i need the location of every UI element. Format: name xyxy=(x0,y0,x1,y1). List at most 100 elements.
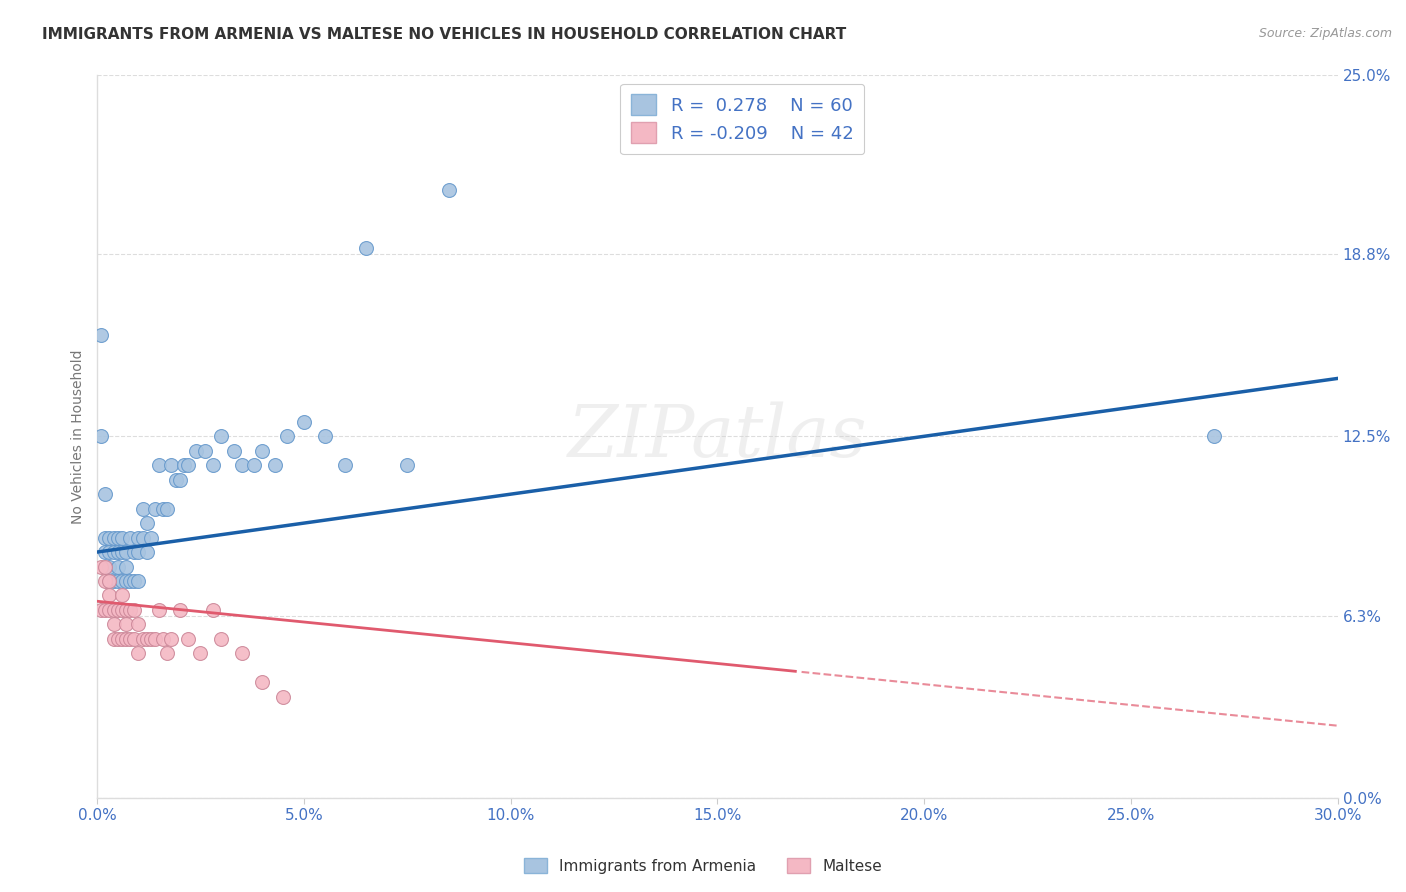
Point xyxy=(94,545,117,559)
Point xyxy=(103,545,125,559)
Point xyxy=(115,559,138,574)
Point xyxy=(103,603,125,617)
Point xyxy=(107,603,129,617)
Point xyxy=(231,458,253,473)
Point xyxy=(169,603,191,617)
Point xyxy=(98,603,121,617)
Point xyxy=(160,632,183,646)
Point xyxy=(122,545,145,559)
Point xyxy=(98,531,121,545)
Point xyxy=(160,458,183,473)
Point xyxy=(90,559,112,574)
Text: IMMIGRANTS FROM ARMENIA VS MALTESE NO VEHICLES IN HOUSEHOLD CORRELATION CHART: IMMIGRANTS FROM ARMENIA VS MALTESE NO VE… xyxy=(42,27,846,42)
Point xyxy=(314,429,336,443)
Point xyxy=(177,458,200,473)
Point xyxy=(354,241,377,255)
Point xyxy=(209,632,232,646)
Point xyxy=(115,617,138,632)
Point xyxy=(127,574,149,588)
Point xyxy=(148,458,170,473)
Point xyxy=(148,603,170,617)
Point xyxy=(177,632,200,646)
Point xyxy=(103,617,125,632)
Point xyxy=(98,589,121,603)
Point xyxy=(169,473,191,487)
Point xyxy=(107,559,129,574)
Point xyxy=(152,501,174,516)
Point xyxy=(252,675,274,690)
Point xyxy=(243,458,266,473)
Legend: Immigrants from Armenia, Maltese: Immigrants from Armenia, Maltese xyxy=(517,852,889,880)
Point xyxy=(98,574,121,588)
Point xyxy=(139,531,162,545)
Point xyxy=(94,603,117,617)
Point xyxy=(209,429,232,443)
Point xyxy=(173,458,195,473)
Point xyxy=(98,559,121,574)
Point xyxy=(107,574,129,588)
Point xyxy=(98,545,121,559)
Point xyxy=(222,443,245,458)
Point xyxy=(120,603,142,617)
Point xyxy=(135,632,157,646)
Point xyxy=(111,531,134,545)
Point xyxy=(111,632,134,646)
Point xyxy=(437,183,460,197)
Point xyxy=(120,632,142,646)
Point xyxy=(335,458,357,473)
Point xyxy=(156,646,179,660)
Point xyxy=(131,501,153,516)
Point xyxy=(115,603,138,617)
Point xyxy=(107,545,129,559)
Point xyxy=(231,646,253,660)
Point xyxy=(94,559,117,574)
Point xyxy=(122,632,145,646)
Point xyxy=(94,574,117,588)
Point xyxy=(111,545,134,559)
Point xyxy=(190,646,212,660)
Point xyxy=(156,501,179,516)
Point xyxy=(90,328,112,343)
Point xyxy=(264,458,287,473)
Point xyxy=(165,473,187,487)
Point xyxy=(194,443,217,458)
Point xyxy=(111,574,134,588)
Point xyxy=(127,545,149,559)
Point xyxy=(127,646,149,660)
Point xyxy=(122,574,145,588)
Point xyxy=(252,443,274,458)
Point xyxy=(90,429,112,443)
Point xyxy=(94,531,117,545)
Point xyxy=(111,589,134,603)
Point xyxy=(127,617,149,632)
Point xyxy=(131,531,153,545)
Point xyxy=(115,574,138,588)
Text: Source: ZipAtlas.com: Source: ZipAtlas.com xyxy=(1258,27,1392,40)
Point xyxy=(1202,429,1225,443)
Point xyxy=(107,531,129,545)
Point xyxy=(127,531,149,545)
Point xyxy=(201,603,224,617)
Point xyxy=(135,516,157,530)
Point xyxy=(143,501,166,516)
Point xyxy=(122,603,145,617)
Point xyxy=(143,632,166,646)
Point xyxy=(396,458,419,473)
Text: ZIPatlas: ZIPatlas xyxy=(568,401,868,472)
Point xyxy=(139,632,162,646)
Point xyxy=(131,632,153,646)
Point xyxy=(276,429,298,443)
Point xyxy=(292,415,315,429)
Point xyxy=(103,574,125,588)
Point xyxy=(135,545,157,559)
Point xyxy=(201,458,224,473)
Point xyxy=(103,531,125,545)
Point xyxy=(103,632,125,646)
Point xyxy=(115,545,138,559)
Point xyxy=(107,632,129,646)
Point xyxy=(120,574,142,588)
Legend: R =  0.278    N = 60, R = -0.209    N = 42: R = 0.278 N = 60, R = -0.209 N = 42 xyxy=(620,84,865,154)
Point xyxy=(186,443,208,458)
Point xyxy=(90,603,112,617)
Point xyxy=(271,690,294,704)
